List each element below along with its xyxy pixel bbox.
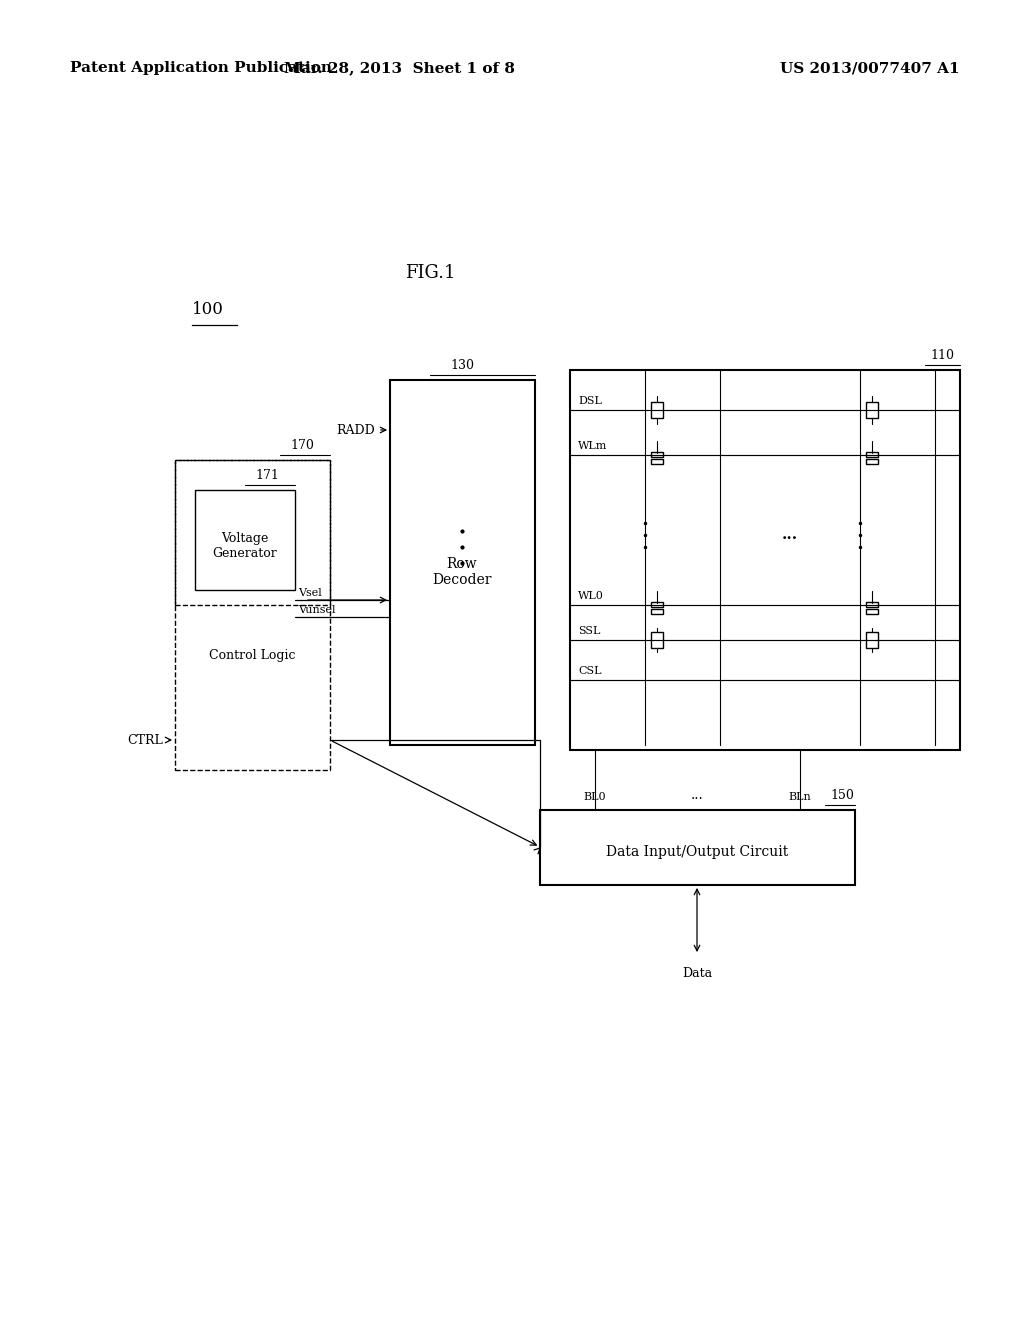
Bar — [651, 632, 663, 648]
Text: Mar. 28, 2013  Sheet 1 of 8: Mar. 28, 2013 Sheet 1 of 8 — [285, 61, 515, 75]
Bar — [866, 602, 878, 607]
Text: 171: 171 — [255, 469, 279, 482]
Bar — [651, 609, 663, 614]
Text: Data: Data — [682, 968, 712, 979]
Bar — [540, 810, 855, 884]
Bar — [651, 459, 663, 465]
Text: 170: 170 — [290, 440, 314, 451]
Text: Vunsel: Vunsel — [298, 605, 336, 615]
Text: Voltage
Generator: Voltage Generator — [213, 532, 278, 560]
Bar — [651, 403, 663, 418]
Bar — [866, 632, 878, 648]
Bar — [175, 459, 330, 605]
Text: DSL: DSL — [578, 396, 602, 407]
Text: Data Input/Output Circuit: Data Input/Output Circuit — [606, 845, 788, 859]
Text: US 2013/0077407 A1: US 2013/0077407 A1 — [780, 61, 959, 75]
Text: ...: ... — [782, 528, 798, 543]
Bar — [866, 609, 878, 614]
Text: Patent Application Publication: Patent Application Publication — [70, 61, 332, 75]
Bar — [570, 370, 961, 750]
Text: WL0: WL0 — [578, 591, 604, 601]
Bar — [866, 459, 878, 465]
Text: 150: 150 — [830, 789, 854, 803]
Text: 130: 130 — [450, 359, 474, 372]
Text: SSL: SSL — [578, 626, 600, 636]
Bar — [866, 451, 878, 457]
Bar — [390, 380, 535, 744]
Bar — [866, 403, 878, 418]
Text: Vsel: Vsel — [298, 587, 322, 598]
Text: RADD: RADD — [336, 424, 375, 437]
Text: 110: 110 — [930, 348, 954, 362]
Text: CSL: CSL — [578, 667, 601, 676]
Bar — [195, 490, 295, 590]
Bar — [651, 602, 663, 607]
Text: BL0: BL0 — [584, 792, 606, 803]
Text: WLm: WLm — [578, 441, 607, 451]
Text: ...: ... — [690, 788, 703, 803]
Text: BLn: BLn — [788, 792, 811, 803]
Bar — [651, 451, 663, 457]
Text: 100: 100 — [193, 301, 224, 318]
Bar — [175, 459, 330, 770]
Text: CTRL: CTRL — [127, 734, 163, 747]
Text: Row
Decoder: Row Decoder — [432, 557, 492, 587]
Text: Control Logic: Control Logic — [209, 648, 295, 661]
Text: FIG.1: FIG.1 — [404, 264, 456, 282]
